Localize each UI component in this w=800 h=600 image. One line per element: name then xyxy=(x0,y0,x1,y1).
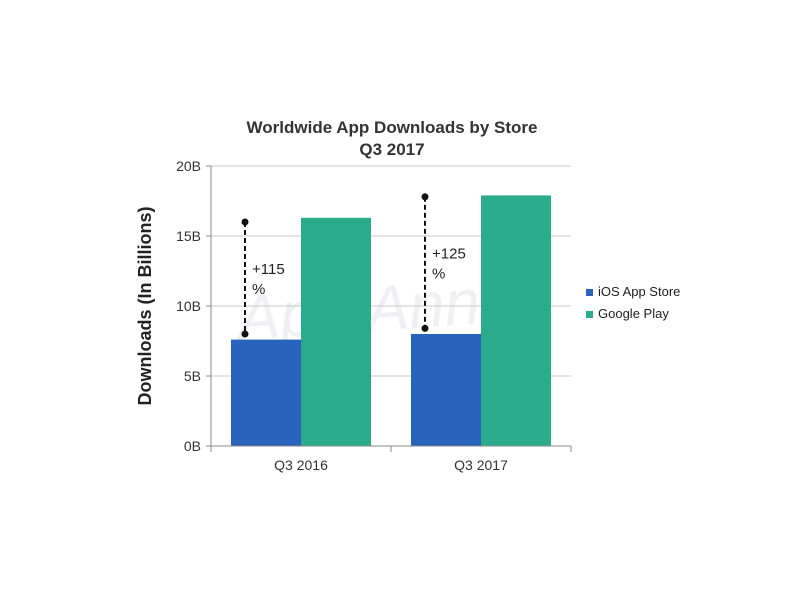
annotation-label: +115 xyxy=(252,261,285,278)
bar xyxy=(481,195,551,446)
y-tick-label: 20B xyxy=(176,158,201,174)
y-tick-labels: 0B 5B 10B 15B 20B xyxy=(176,158,201,454)
chart-subtitle: Q3 2017 xyxy=(359,140,424,159)
bar xyxy=(231,339,301,446)
legend-swatch xyxy=(586,289,593,296)
annotation-label: +125 xyxy=(432,246,466,263)
annotation-label: % xyxy=(432,266,445,283)
x-tick-label: Q3 2016 xyxy=(274,457,328,473)
chart-title: Worldwide App Downloads by Store xyxy=(247,118,538,137)
y-axis-label: Downloads (In Billions) xyxy=(135,207,155,406)
y-tick-label: 15B xyxy=(176,228,201,244)
annotation-label: % xyxy=(252,281,265,298)
y-tick-label: 5B xyxy=(184,368,201,384)
bar xyxy=(411,334,481,446)
legend-swatch xyxy=(586,311,593,318)
legend: iOS App Store Google Play xyxy=(586,284,680,321)
legend-label: iOS App Store xyxy=(598,284,680,299)
bars xyxy=(231,195,551,446)
annotation-dot xyxy=(421,193,429,201)
bar xyxy=(301,217,371,446)
annotation-dot xyxy=(241,330,249,338)
legend-label: Google Play xyxy=(598,306,669,321)
x-tick-label: Q3 2017 xyxy=(454,457,508,473)
axes xyxy=(210,166,572,452)
annotation-dot xyxy=(421,324,429,332)
annotation-dot xyxy=(241,218,249,226)
x-tick-labels: Q3 2016 Q3 2017 xyxy=(274,457,508,473)
annotations: +115% +125% xyxy=(241,193,466,338)
y-tick-label: 0B xyxy=(184,438,201,454)
y-tick-label: 10B xyxy=(176,298,201,314)
